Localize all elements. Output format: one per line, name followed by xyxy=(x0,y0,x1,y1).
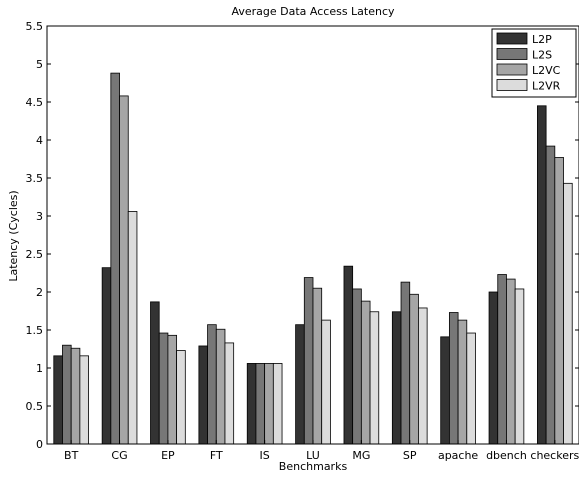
bar-l2vr-bt xyxy=(79,355,89,445)
bar-l2vc-apache xyxy=(457,319,468,445)
y-tick-label: 5.5 xyxy=(26,20,44,33)
x-axis-label: Benchmarks xyxy=(279,460,348,473)
y-tick-label: 4 xyxy=(36,134,43,147)
bar-l2vc-cg xyxy=(119,95,129,445)
bar-l2p-apache xyxy=(440,336,450,445)
plot-area: 0 0.5 1 1.5 2 2.5 3 3.5 4 4.5 5 5.5 BT CG EP FT IS LU MG SP… xyxy=(26,20,579,462)
bar-l2vc-ft xyxy=(215,328,226,445)
x-tick-label: SP xyxy=(403,449,417,462)
x-tick-label: LU xyxy=(306,449,320,462)
bar-l2vr-lu xyxy=(321,319,331,445)
bar-l2p-sp xyxy=(391,311,402,445)
y-tick-label: 2.5 xyxy=(26,248,44,261)
bar-l2s-lu xyxy=(303,277,314,445)
legend-label-l2s: L2S xyxy=(532,49,552,62)
legend-label-l2vr: L2VR xyxy=(532,80,561,93)
legend: L2P L2S L2VC L2VR xyxy=(491,28,577,98)
bar-l2s-ft xyxy=(207,324,217,445)
x-tick-label: MG xyxy=(352,449,370,462)
bar-l2vc-is xyxy=(264,363,274,445)
bar-l2vr-sp xyxy=(418,307,428,445)
bar-l2vc-dbench xyxy=(506,278,516,445)
bar-l2p-lu xyxy=(295,324,305,445)
bar-l2s-checkers xyxy=(545,145,556,445)
y-tick-label: 3 xyxy=(36,210,43,223)
bar-l2vr-ep xyxy=(176,350,186,445)
bar-l2s-mg xyxy=(352,288,362,445)
legend-label-l2vc: L2VC xyxy=(532,64,561,77)
bar-l2s-ep xyxy=(158,332,169,445)
y-axis-label: Latency (Cycles) xyxy=(7,190,20,281)
legend-swatch-l2vr xyxy=(496,79,528,91)
legend-swatch-l2p xyxy=(496,32,528,45)
x-tick-label: IS xyxy=(260,449,270,462)
y-tick-label: 5 xyxy=(36,58,43,71)
legend-swatch-l2vc xyxy=(496,63,528,76)
bar-l2p-is xyxy=(246,363,257,445)
bar-l2vc-checkers xyxy=(554,157,564,445)
bar-l2vr-dbench xyxy=(514,288,525,445)
bar-l2p-checkers xyxy=(537,105,547,445)
x-tick-label: CG xyxy=(111,449,127,462)
bar-l2p-ep xyxy=(150,301,160,445)
x-tick-label: apache xyxy=(438,449,478,462)
bar-l2vc-mg xyxy=(360,300,371,445)
bar-l2vr-ft xyxy=(224,342,235,445)
chart-title: Average Data Access Latency xyxy=(231,5,395,18)
bar-l2s-is xyxy=(255,363,266,445)
bar-l2p-ft xyxy=(198,345,208,445)
y-tick-label: 4.5 xyxy=(26,96,44,109)
y-tick-label: 0.5 xyxy=(26,400,44,413)
bar-l2vc-ep xyxy=(167,334,178,445)
x-tick-label: checkers xyxy=(530,449,579,462)
bar-l2p-cg xyxy=(101,267,112,445)
y-tick-label: 1 xyxy=(36,362,43,375)
y-tick-label: 0 xyxy=(36,438,43,451)
bar-l2s-sp xyxy=(400,281,411,445)
legend-swatch-l2s xyxy=(496,48,528,60)
x-tick-label: BT xyxy=(64,449,79,462)
bar-l2p-mg xyxy=(343,265,354,445)
bar-l2p-dbench xyxy=(488,291,499,445)
bar-l2s-cg xyxy=(110,72,120,445)
bar-l2s-bt xyxy=(62,344,72,445)
x-tick-label: FT xyxy=(210,449,223,462)
y-tick-label: 1.5 xyxy=(26,324,44,337)
legend-label-l2p: L2P xyxy=(532,33,552,46)
bar-l2vc-sp xyxy=(409,293,419,445)
x-tick-label: EP xyxy=(161,449,175,462)
bar-l2vc-bt xyxy=(70,347,81,445)
bar-l2s-apache xyxy=(448,312,459,445)
bar-l2vr-checkers xyxy=(563,182,573,445)
bar-l2s-dbench xyxy=(497,274,507,445)
plot-frame xyxy=(46,25,579,445)
y-tick-label: 2 xyxy=(36,286,43,299)
x-tick-label: dbench xyxy=(486,449,527,462)
bar-l2vc-lu xyxy=(312,287,323,445)
y-tick-label: 3.5 xyxy=(26,172,44,185)
bar-l2vr-mg xyxy=(369,311,380,445)
bar-l2vr-is xyxy=(272,363,283,445)
bar-l2p-bt xyxy=(53,355,63,445)
bar-l2vr-cg xyxy=(127,211,138,445)
bar-l2vr-apache xyxy=(466,332,476,445)
